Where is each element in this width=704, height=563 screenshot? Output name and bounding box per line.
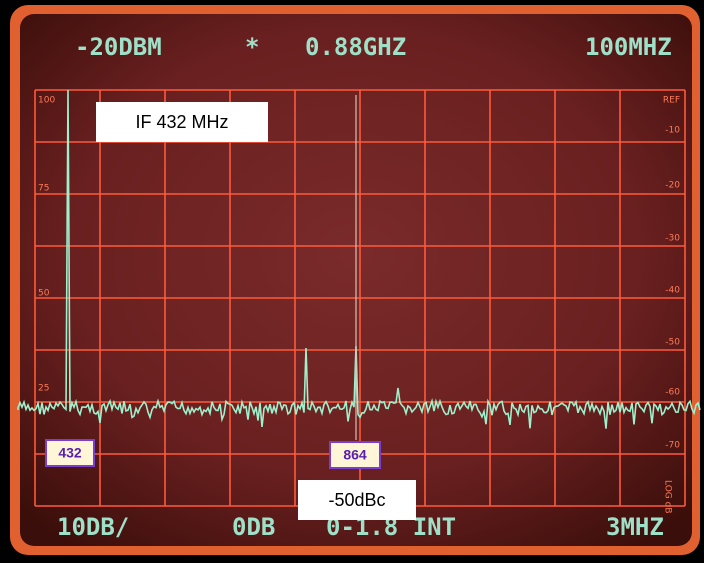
page: -20DBM * 0.88GHZ 100MHZ 10DB/ 0DB 0-1.8 … <box>0 0 704 563</box>
right-scale-label: -10 <box>665 126 680 136</box>
reference-level: -20DBM <box>75 33 162 61</box>
marker-label: 432 <box>58 445 82 461</box>
scale: 10DB/ <box>57 513 129 541</box>
span: 100MHZ <box>585 33 672 61</box>
if-label: IF 432 MHz <box>135 112 228 132</box>
right-scale-label: REF <box>663 96 680 106</box>
marker-symbol: * <box>245 33 259 61</box>
photo: -20DBM * 0.88GHZ 100MHZ 10DB/ 0DB 0-1.8 … <box>0 0 704 563</box>
left-scale-label: 75 <box>38 184 49 194</box>
right-scale-label: -20 <box>665 181 680 191</box>
right-scale-label: -60 <box>665 388 680 398</box>
left-scale-label: 25 <box>38 384 49 394</box>
rbw: 3MHZ <box>606 513 664 541</box>
attenuation: 0DB <box>232 513 275 541</box>
right-scale-label: -40 <box>665 286 680 296</box>
right-scale-label: -50 <box>665 338 680 348</box>
harmonic-label: -50dBc <box>328 490 385 510</box>
left-scale-label: 50 <box>38 289 50 299</box>
right-scale-label: -30 <box>665 234 680 244</box>
center-frequency: 0.88GHZ <box>305 33 406 61</box>
side-label: LOG dB <box>663 480 673 514</box>
marker-label: 864 <box>343 447 367 463</box>
right-scale-label: -70 <box>665 441 680 451</box>
left-scale-label: 100 <box>38 96 55 106</box>
